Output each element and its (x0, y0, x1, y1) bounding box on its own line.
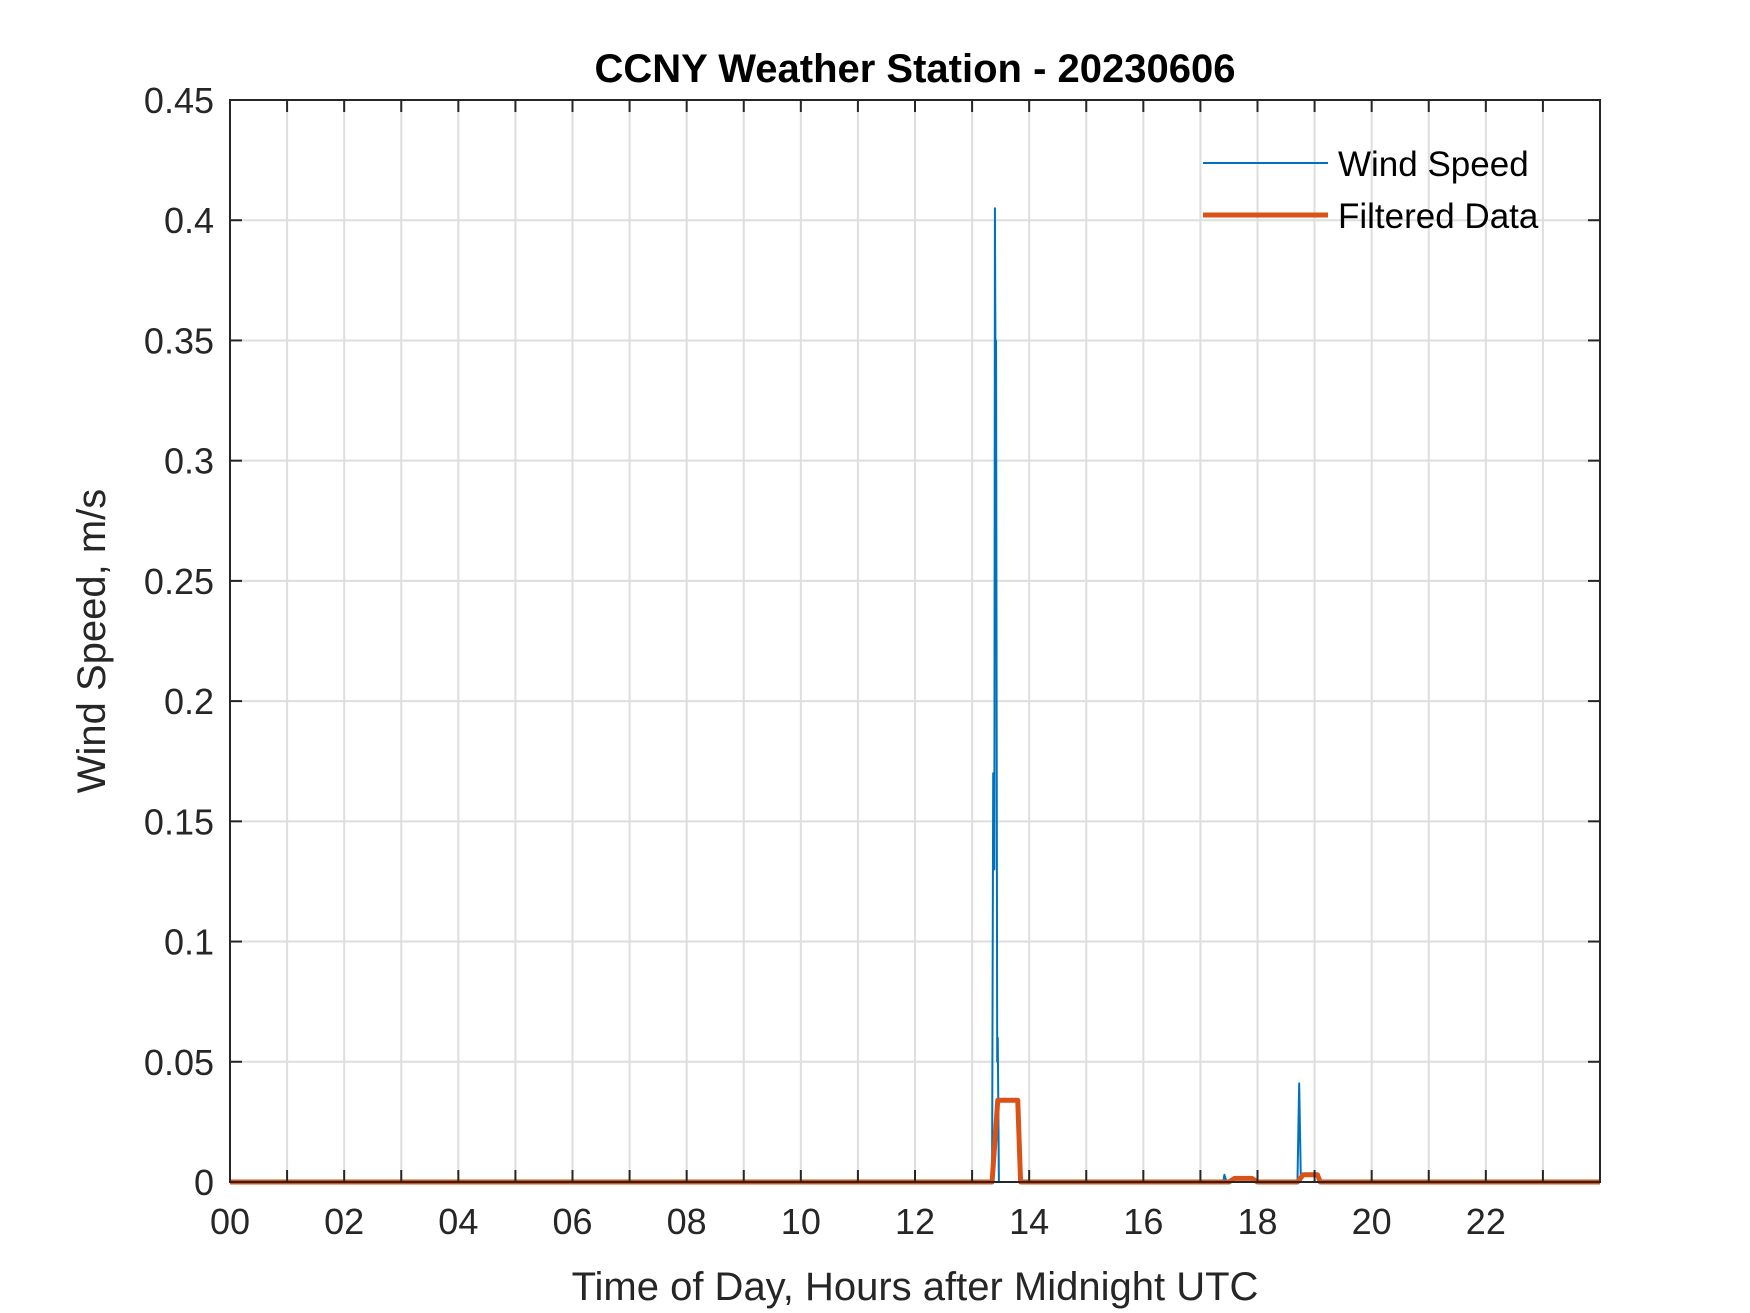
x-tick-label: 08 (667, 1201, 707, 1242)
x-tick-label: 04 (438, 1201, 478, 1242)
x-tick-label: 00 (210, 1201, 250, 1242)
y-tick-label: 0.3 (164, 441, 214, 482)
y-tick-label: 0.25 (144, 561, 214, 602)
y-tick-label: 0.1 (164, 922, 214, 963)
y-axis-label: Wind Speed, m/s (70, 489, 114, 794)
x-tick-label: 18 (1237, 1201, 1277, 1242)
y-tick-label: 0.4 (164, 200, 214, 241)
y-tick-label: 0.2 (164, 681, 214, 722)
x-tick-label: 06 (552, 1201, 592, 1242)
x-tick-label: 12 (895, 1201, 935, 1242)
x-tick-label: 14 (1009, 1201, 1049, 1242)
legend-label-filtered-data: Filtered Data (1338, 197, 1539, 236)
y-tick-label: 0.15 (144, 801, 214, 842)
x-tick-label: 16 (1123, 1201, 1163, 1242)
legend: Wind Speed Filtered Data (1203, 145, 1539, 236)
x-tick-label: 10 (781, 1201, 821, 1242)
chart-title: CCNY Weather Station - 20230606 (595, 47, 1236, 91)
tick-marks (229, 99, 1600, 1183)
legend-label-wind-speed: Wind Speed (1338, 145, 1529, 184)
y-tick-label: 0.35 (144, 320, 214, 361)
series-line-wind-speed (230, 207, 1600, 1183)
x-axis-label: Time of Day, Hours after Midnight UTC (572, 1265, 1259, 1309)
y-tick-label: 0 (194, 1162, 214, 1203)
x-tick-label: 20 (1352, 1201, 1392, 1242)
x-tick-label: 22 (1466, 1201, 1506, 1242)
x-tick-label: 02 (324, 1201, 364, 1242)
tick-labels: 00 02 04 06 08 10 12 14 16 18 20 22 0 0.05 0.1 0.15 0.2 0… (144, 80, 1506, 1242)
y-tick-label: 0.45 (144, 80, 214, 121)
y-tick-label: 0.05 (144, 1042, 214, 1083)
